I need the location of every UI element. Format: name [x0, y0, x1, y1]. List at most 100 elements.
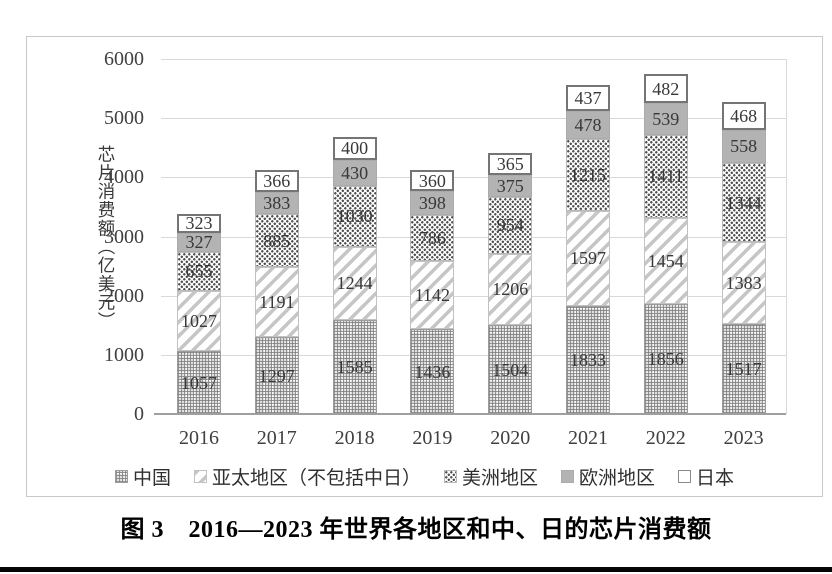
bar-value-label: 1142: [414, 285, 451, 306]
bar-value-label: 366: [263, 170, 291, 191]
gridline-2000: [161, 295, 786, 297]
bar-segment-crosshatch: 1517: [721, 324, 766, 414]
legend-label: 美洲地区: [461, 467, 538, 489]
bar-value-label: 539: [652, 108, 680, 129]
y-axis-tick-label: 1000: [104, 343, 144, 366]
bar-segment-solid: 398: [410, 191, 455, 215]
bar-value-label: 1517: [725, 359, 762, 380]
bar-segment-diagonal: 1383: [721, 242, 766, 325]
bar-value-label: 1206: [492, 279, 529, 300]
bar-value-label: 1344: [725, 192, 762, 213]
bar-value-label: 786: [418, 228, 446, 249]
bar-value-label: 323: [185, 213, 213, 234]
bar-segment-solid: 539: [643, 102, 688, 135]
bar-segment-white: 400: [332, 136, 377, 161]
bar-value-label: 1454: [647, 251, 684, 272]
bar-value-label: 1215: [570, 165, 606, 186]
bar-value-label: 365: [496, 154, 524, 175]
x-axis-tick-label: 2017: [256, 427, 297, 449]
bar-value-label: 1411: [648, 166, 684, 187]
bar-value-label: 430: [341, 162, 369, 183]
bar-value-label: 558: [730, 136, 758, 157]
bar-value-label: 360: [418, 170, 446, 191]
y-axis: 0 1000 2000 3000 4000 5000 6000: [27, 37, 144, 496]
x-axis-tick-label: 2021: [568, 427, 608, 449]
bar-2017: 1297 1191 885 383 366: [254, 59, 299, 414]
bar-segment-dots: 655: [177, 251, 221, 291]
bar-value-label: 885: [263, 230, 291, 251]
bar-2019: 1436 1142 786 398 360: [410, 59, 455, 414]
bar-segment-white: 360: [410, 170, 455, 192]
bar-segment-white: 366: [254, 170, 299, 192]
y-axis-tick-label: 5000: [104, 107, 144, 130]
bar-value-label: 1057: [181, 372, 217, 393]
bar-segment-crosshatch: 1833: [566, 305, 610, 414]
y-axis-tick-label: 2000: [104, 284, 144, 307]
bar-segment-diagonal: 1142: [410, 261, 455, 330]
gridline-5000: [161, 118, 786, 120]
legend-item-solid: 欧洲地区: [561, 463, 655, 490]
bar-segment-solid: 383: [254, 191, 299, 215]
bar-value-label: 655: [185, 261, 213, 282]
legend-label: 亚太地区（不包括中日）: [211, 467, 421, 489]
bar-segment-diagonal: 1597: [566, 211, 610, 306]
legend-item-diagonal: 亚太地区（不包括中日）: [193, 463, 421, 490]
legend-swatch-solid: [561, 469, 574, 483]
bar-segment-solid: 430: [332, 160, 377, 186]
legend-item-dots: 美洲地区: [443, 463, 538, 490]
legend: 中国 亚太地区（不包括中日） 美洲地区 欧洲地区 日本: [27, 462, 822, 490]
x-axis-tick-label: 2016: [179, 427, 219, 449]
bottom-divider-rule: [0, 567, 832, 572]
bar-segment-white: 437: [566, 85, 610, 111]
bar-segment-crosshatch: 1436: [410, 329, 455, 414]
legend-label: 中国: [132, 467, 171, 489]
x-axis-tick-label: 2019: [412, 427, 453, 449]
bar-2020: 1504 1206 954 375 365: [488, 59, 533, 414]
x-axis-tick-label: 2022: [645, 427, 686, 449]
bar-value-label: 327: [185, 232, 213, 253]
bar-2016: 1057 1027 655 327 323: [177, 59, 221, 414]
legend-swatch-crosshatch: [114, 469, 128, 483]
legend-item-white: 日本: [678, 463, 734, 490]
gridline-3000: [161, 236, 786, 238]
bar-value-label: 398: [418, 193, 446, 214]
bar-value-label: 1027: [181, 311, 217, 332]
bar-segment-diagonal: 1454: [643, 218, 688, 305]
legend-swatch-white: [678, 469, 692, 483]
bar-segment-diagonal: 1191: [254, 266, 299, 338]
bar-2021: 1833 1597 1215 478 437: [566, 59, 610, 414]
bar-segment-crosshatch: 1297: [254, 337, 299, 414]
bar-value-label: 482: [652, 78, 680, 99]
bar-2018: 1585 1244 1030 430 400: [332, 59, 377, 414]
bar-segment-crosshatch: 1504: [488, 325, 533, 414]
bar-segment-white: 482: [643, 74, 688, 103]
bar-segment-dots: 954: [488, 197, 533, 254]
bar-value-label: 1244: [336, 273, 373, 294]
bar-value-label: 1383: [725, 273, 762, 294]
bar-value-label: 383: [263, 193, 291, 214]
bar-value-label: 1191: [259, 292, 295, 313]
legend-item-crosshatch: 中国: [114, 463, 171, 490]
bar-value-label: 375: [496, 176, 524, 197]
bar-value-label: 1833: [570, 349, 606, 370]
gridline-6000: [161, 59, 786, 60]
gridline-1000: [161, 354, 786, 356]
legend-label: 日本: [696, 467, 735, 489]
chart-panel: 芯片消费额（亿美元） 0 1000 2000 3000 4000 5000 6000 105…: [26, 36, 823, 497]
bar-segment-dots: 1215: [566, 139, 610, 212]
plot-area: 1057 1027 655 327 323 1297 1191 885 383 366 1585 12…: [154, 59, 787, 415]
bar-value-label: 400: [341, 138, 369, 159]
y-axis-title: 芯片消费额（亿美元）: [96, 145, 116, 330]
bar-segment-solid: 478: [566, 110, 610, 140]
bar-value-label: 478: [574, 115, 602, 136]
bar-2023: 1517 1383 1344 558 468: [721, 59, 766, 414]
bar-value-label: 1597: [570, 248, 606, 269]
y-axis-tick-label: 6000: [104, 48, 144, 70]
bar-segment-dots: 1344: [721, 162, 766, 243]
bar-2022: 1856 1454 1411 539 482: [643, 59, 688, 414]
y-axis-tick-label: 3000: [104, 225, 144, 248]
bar-value-label: 1030: [336, 206, 373, 227]
figure-caption: 图 3 2016—2023 年世界各地区和中、日的芯片消费额: [120, 517, 712, 543]
bar-segment-solid: 558: [721, 129, 766, 163]
